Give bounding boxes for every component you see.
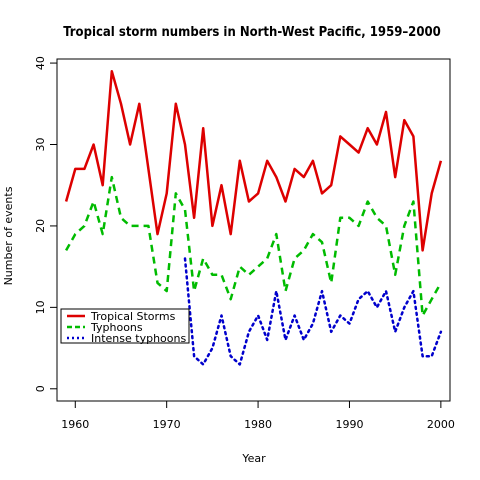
x-tick-label-1960: 1960	[61, 418, 89, 431]
x-tick-label-2000: 2000	[427, 418, 455, 431]
y-axis-label: Number of events	[2, 186, 15, 285]
plot-frame	[56, 58, 451, 402]
y-tick-label-0: 0	[34, 385, 47, 392]
legend-label-2: Intense typhoons	[91, 332, 186, 345]
y-tick-label-40: 40	[34, 56, 47, 70]
series-line-typhoons	[65, 175, 442, 317]
series-layer	[64, 69, 443, 366]
x-tick-label-1980: 1980	[244, 418, 272, 431]
x-axis-label: Year	[241, 452, 266, 465]
y-tick-label-10: 10	[34, 300, 47, 314]
legend-label-1: Typhoons	[90, 321, 143, 334]
legend-label-0: Tropical Storms	[90, 310, 176, 323]
y-tick-label-30: 30	[34, 138, 47, 152]
series-line-intense-typhoons	[183, 257, 443, 366]
x-tick-label-1970: 1970	[153, 418, 181, 431]
series-line-tropical-storms	[64, 69, 443, 252]
axes: 1960 1970 1980 1990 2000 0 10 20 30 40	[34, 56, 455, 431]
y-tick-label-20: 20	[34, 219, 47, 233]
x-tick-label-1990: 1990	[335, 418, 363, 431]
chart-title: Tropical storm numbers in North-West Pac…	[63, 25, 441, 40]
